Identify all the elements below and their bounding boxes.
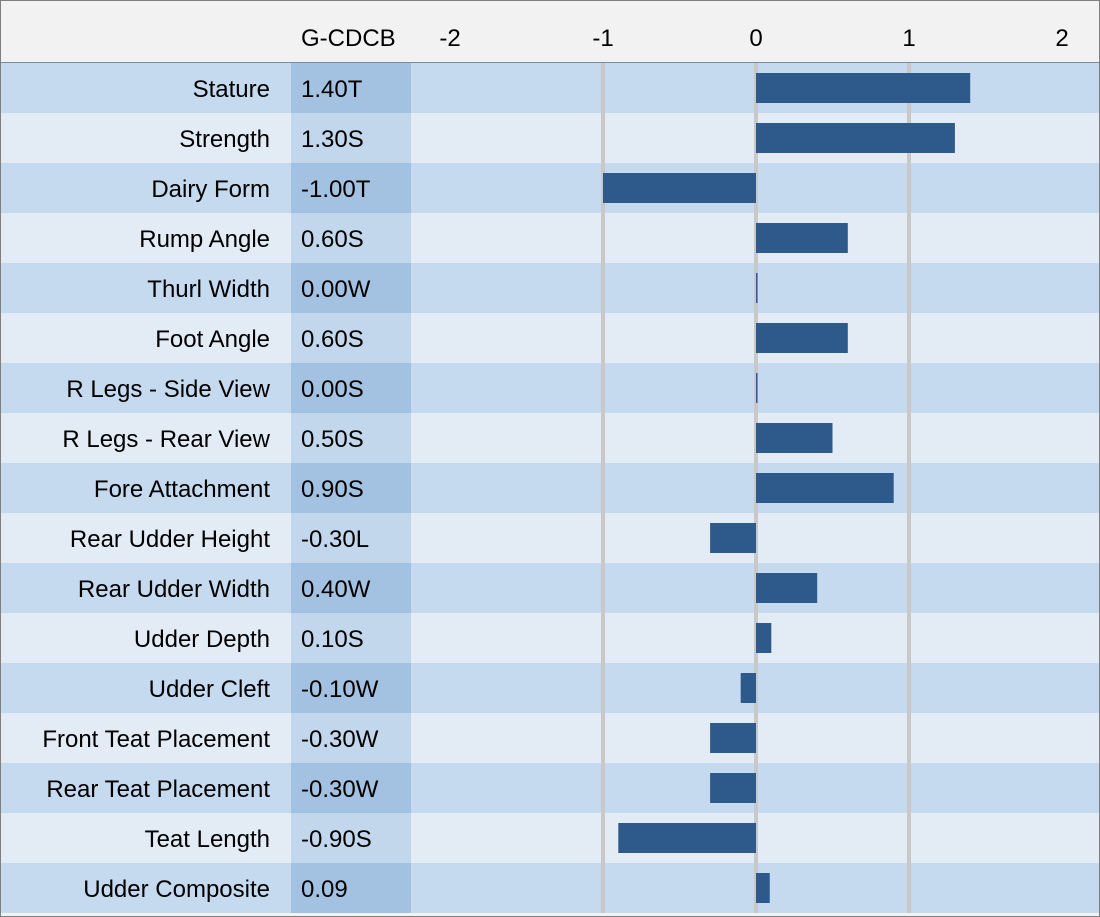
trait-label: Stature: [192, 76, 270, 103]
x-tick-label: 2: [1055, 25, 1069, 52]
trait-label: R Legs - Rear View: [62, 426, 270, 453]
value-cell: -0.30W: [291, 713, 411, 763]
value-label: 0.00W: [301, 276, 371, 303]
value-cell: 0.60S: [291, 213, 411, 263]
value-label: 0.50S: [301, 426, 364, 453]
value-label: 0.60S: [301, 326, 364, 353]
trait-label: Udder Composite: [83, 876, 270, 903]
trait-row: Udder Depth 0.10S: [1, 613, 1099, 663]
trait-row: Rear Udder Width 0.40W: [1, 563, 1099, 613]
value-label: 0.09: [301, 876, 348, 903]
x-tick-label: 1: [902, 25, 916, 52]
value-cell: -1.00T: [291, 163, 411, 213]
value-label: -0.90S: [301, 826, 372, 853]
value-label: -0.30W: [301, 776, 379, 803]
value-cell: 0.10S: [291, 613, 411, 663]
trait-row: Rear Udder Height -0.30L: [1, 513, 1099, 563]
value-cell: 0.00S: [291, 363, 411, 413]
value-cell: -0.30W: [291, 763, 411, 813]
trait-row: Teat Length -0.90S: [1, 813, 1099, 863]
trait-label: Front Teat Placement: [42, 726, 270, 753]
value-label: 0.10S: [301, 626, 364, 653]
value-label: 0.60S: [301, 226, 364, 253]
value-cell: 0.00W: [291, 263, 411, 313]
trait-label: Udder Depth: [133, 626, 270, 653]
trait-row: Fore Attachment 0.90S: [1, 463, 1099, 513]
trait-row: Udder Composite 0.09: [1, 863, 1099, 913]
trait-label: Teat Length: [144, 826, 270, 853]
trait-row: Strength 1.30S: [1, 113, 1099, 163]
trait-row: Dairy Form -1.00T: [1, 163, 1099, 213]
trait-label: Rear Udder Height: [69, 526, 270, 553]
x-tick-label: 0: [749, 25, 763, 52]
trait-row: Udder Cleft -0.10W: [1, 663, 1099, 713]
value-cell: -0.30L: [291, 513, 411, 563]
trait-row: R Legs - Rear View 0.50S: [1, 413, 1099, 463]
header-divider: [1, 62, 1099, 63]
x-tick-label: -2: [439, 25, 461, 52]
trait-label: Dairy Form: [151, 176, 270, 203]
value-label: -0.30L: [301, 526, 370, 553]
value-label: 0.00S: [301, 376, 364, 403]
value-label: -0.30W: [301, 726, 379, 753]
trait-label: Fore Attachment: [93, 476, 270, 503]
trait-label: Udder Cleft: [148, 676, 270, 703]
value-cell: -0.10W: [291, 663, 411, 713]
trait-row: Thurl Width 0.00W: [1, 263, 1099, 313]
value-label: -0.10W: [301, 676, 379, 703]
chart-header: G-CDCB -2 -1 0 1 2: [1, 1, 1099, 63]
value-cell: 0.09: [291, 863, 411, 913]
trait-row: Stature 1.40T: [1, 63, 1099, 113]
value-cell: 0.60S: [291, 313, 411, 363]
trait-row: Foot Angle 0.60S: [1, 313, 1099, 363]
value-column-header: G-CDCB: [301, 25, 396, 52]
value-cell: 1.40T: [291, 63, 411, 113]
trait-label: Thurl Width: [147, 276, 270, 303]
trait-label: Rear Udder Width: [77, 576, 270, 603]
value-label: 0.40W: [301, 576, 371, 603]
value-cell: 0.40W: [291, 563, 411, 613]
x-tick-label: -1: [592, 25, 614, 52]
value-label: -1.00T: [301, 176, 371, 203]
trait-label: Rump Angle: [139, 226, 270, 253]
trait-row: R Legs - Side View 0.00S: [1, 363, 1099, 413]
value-label: 1.40T: [301, 76, 363, 103]
value-cell: 0.50S: [291, 413, 411, 463]
trait-label: Rear Teat Placement: [46, 776, 270, 803]
trait-label: R Legs - Side View: [66, 376, 270, 403]
trait-row: Rump Angle 0.60S: [1, 213, 1099, 263]
value-cell: 1.30S: [291, 113, 411, 163]
trait-label: Foot Angle: [155, 326, 270, 353]
trait-label: Strength: [179, 126, 270, 153]
value-label: 1.30S: [301, 126, 364, 153]
trait-row: Rear Teat Placement -0.30W: [1, 763, 1099, 813]
value-cell: -0.90S: [291, 813, 411, 863]
trait-row: Front Teat Placement -0.30W: [1, 713, 1099, 763]
value-cell: 0.90S: [291, 463, 411, 513]
value-label: 0.90S: [301, 476, 364, 503]
